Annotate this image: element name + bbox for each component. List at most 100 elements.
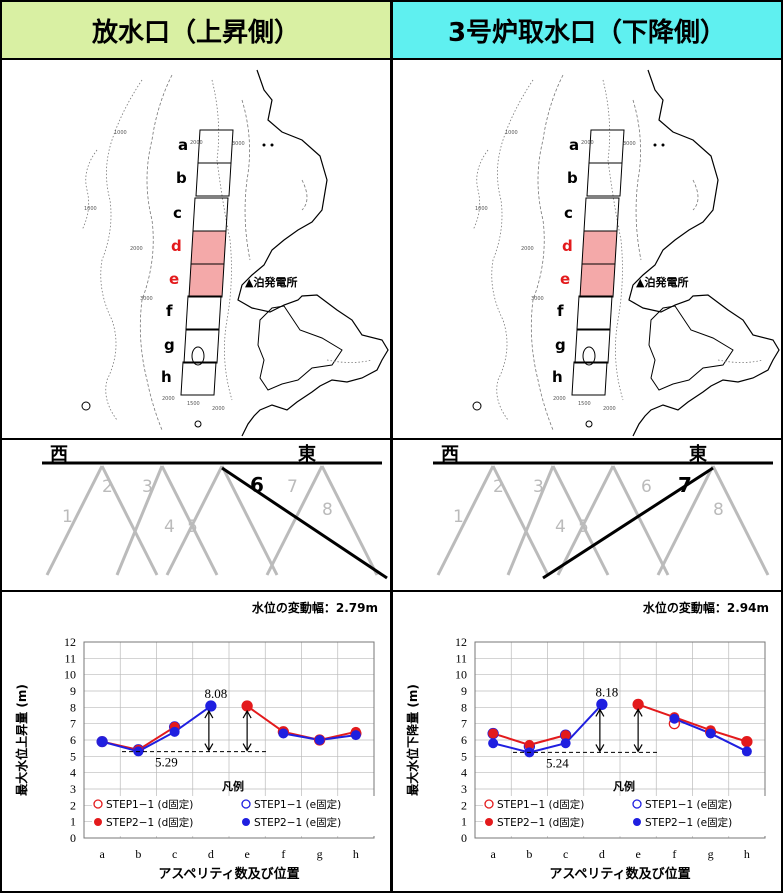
arrow-head (242, 743, 252, 752)
x-tick-label: g (317, 847, 323, 861)
island (661, 143, 665, 147)
data-point (97, 736, 108, 747)
max-annotation: 8.18 (596, 684, 619, 699)
island (194, 420, 202, 428)
segment-label-h: h (161, 368, 172, 386)
amplitude-label: 水位の変動幅：2.94m (643, 600, 769, 615)
x-tick-label: d (599, 847, 605, 861)
segment-label-e: e (560, 270, 570, 288)
legend-title: 凡例 (222, 779, 244, 793)
fault-plane (556, 465, 615, 576)
contour-label: 1500 (187, 401, 200, 407)
segment-label-d: d (171, 237, 182, 255)
legend-marker (241, 799, 251, 809)
seamount (582, 346, 596, 366)
legend-marker (93, 799, 103, 809)
depth-contour (326, 359, 373, 363)
contour-label: 2000 (581, 140, 594, 146)
y-tick-label: 0 (70, 831, 76, 845)
legend-marker (94, 818, 102, 826)
y-axis-label: 最大水位下降量 (m) (405, 684, 420, 796)
fault-number-3: 3 (142, 477, 153, 497)
legend-entry: STEP1−1 (e固定) (645, 798, 732, 811)
island (653, 143, 657, 147)
fault-number-4: 4 (555, 517, 566, 537)
depth-contour (530, 74, 564, 431)
fault-segment-a (588, 129, 625, 164)
contour-label: 2000 (212, 406, 225, 412)
fault-number-3: 3 (533, 477, 544, 497)
x-axis-label: アスペリティ数及び位置 (549, 866, 690, 882)
contour-label: 3000 (623, 141, 636, 147)
y-tick-label: 8 (461, 700, 467, 714)
max-annotation: 8.08 (205, 686, 228, 701)
fault-segment-a (197, 129, 234, 164)
x-tick-label: f (672, 847, 676, 861)
depth-contour (241, 99, 251, 261)
landmass (648, 305, 734, 391)
west-label: 西 (441, 444, 459, 465)
depth-contour (81, 149, 98, 231)
legend-marker (632, 799, 642, 809)
segment-label-h: h (552, 368, 563, 386)
active-fault-plane (542, 466, 714, 580)
depth-contour (692, 179, 699, 211)
y-tick-label: 12 (64, 635, 76, 649)
y-tick-label: 9 (461, 684, 467, 698)
fault-segment-f (576, 295, 613, 330)
contour-label: 3000 (140, 296, 153, 302)
y-tick-label: 5 (70, 749, 76, 763)
fault-number-4: 4 (164, 517, 175, 537)
fault-segment-e (579, 263, 616, 298)
y-tick-label: 8 (70, 700, 76, 714)
contour-label: 1000 (84, 206, 97, 212)
segment-label-e: e (169, 270, 179, 288)
data-point (350, 730, 361, 741)
y-tick-label: 4 (70, 766, 76, 780)
fault-plane (165, 465, 224, 576)
amplitude-label: 水位の変動幅：2.79m (252, 600, 378, 615)
fault-plane (45, 465, 104, 576)
fault-plane (656, 465, 715, 576)
y-tick-label: 5 (461, 749, 467, 763)
x-tick-label: a (490, 847, 496, 861)
panel-title: 3号炉取水口（下降側） (391, 0, 783, 60)
fault-plane (160, 465, 219, 576)
fault-number-6: 6 (250, 473, 264, 497)
y-tick-label: 10 (64, 668, 76, 682)
data-point (242, 701, 253, 712)
contour-label: 2000 (603, 406, 616, 412)
legend-entry: STEP2−1 (e固定) (254, 816, 341, 829)
data-point (524, 739, 535, 750)
y-tick-label: 2 (461, 798, 467, 812)
fault-plane (436, 465, 495, 576)
x-tick-label: b (135, 847, 141, 861)
x-tick-label: g (708, 847, 714, 861)
x-tick-label: c (172, 847, 177, 861)
contour-label: 2000 (190, 140, 203, 146)
x-tick-label: h (353, 847, 359, 861)
fault-plane (611, 465, 670, 576)
fault-number-2: 2 (493, 477, 504, 497)
fault-segment-b (195, 162, 232, 197)
y-tick-label: 6 (461, 733, 467, 747)
fault-segment-d (581, 230, 618, 265)
x-tick-label: b (526, 847, 532, 861)
y-tick-label: 7 (461, 717, 467, 731)
panel-title: 放水口（上昇側） (0, 0, 392, 60)
segment-label-c: c (564, 204, 573, 222)
legend-marker (484, 799, 494, 809)
legend-entry: STEP2−1 (e固定) (645, 816, 732, 829)
y-tick-label: 2 (70, 798, 76, 812)
island (585, 420, 593, 428)
east-label: 東 (689, 443, 707, 465)
segment-label-b: b (176, 169, 187, 187)
fault-plane (320, 465, 379, 576)
fault-segment-d (190, 230, 227, 265)
fault-number-7: 7 (678, 473, 692, 497)
arrow-head (595, 744, 605, 753)
legend-marker (242, 818, 250, 826)
x-tick-label: f (281, 847, 285, 861)
